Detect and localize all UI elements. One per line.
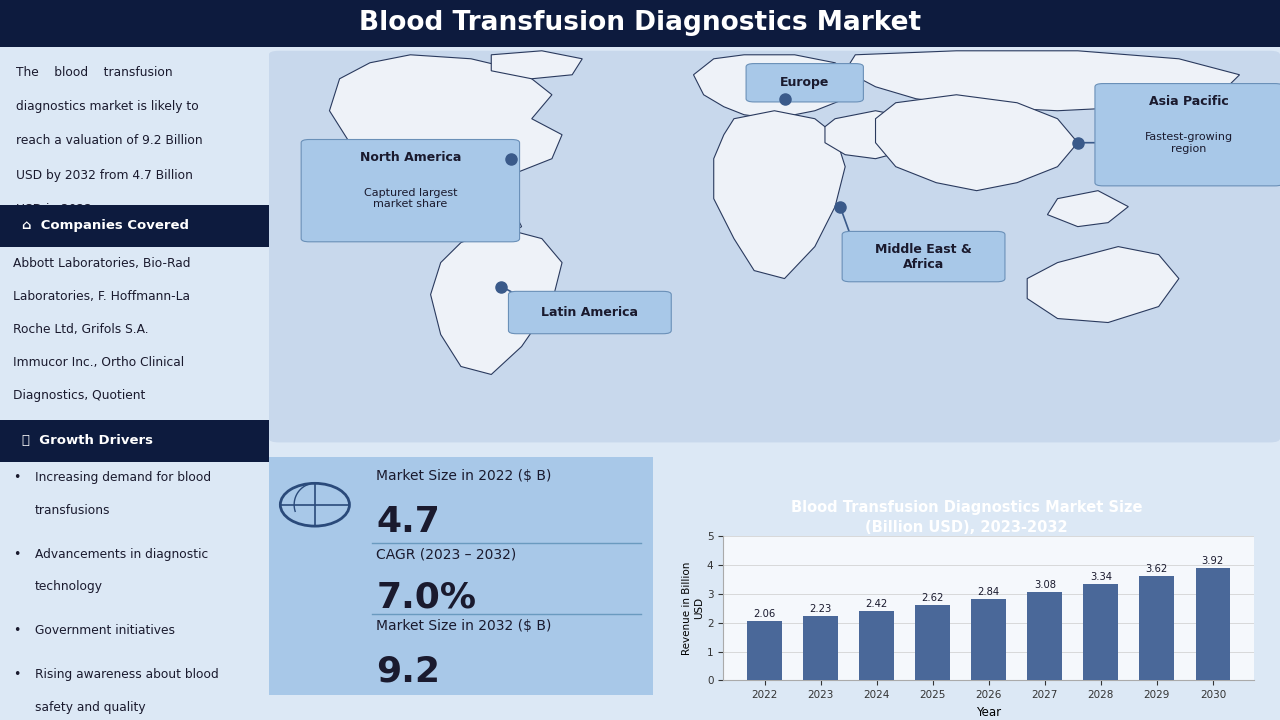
Text: Immucor Inc., Ortho Clinical: Immucor Inc., Ortho Clinical	[14, 356, 184, 369]
Bar	[1028, 592, 1062, 680]
Text: 7.0%: 7.0%	[376, 581, 476, 615]
Text: Captured largest
market share: Captured largest market share	[364, 188, 457, 210]
Bar	[1139, 576, 1174, 680]
Text: Middle East &
Africa: Middle East & Africa	[876, 243, 972, 271]
Text: North America: North America	[360, 150, 461, 163]
Text: Asia Pacific: Asia Pacific	[1149, 95, 1229, 108]
Text: 2.62: 2.62	[922, 593, 943, 603]
Text: 2.23: 2.23	[810, 605, 832, 614]
Text: Limited.: Limited.	[14, 423, 63, 436]
Polygon shape	[329, 55, 562, 227]
Text: technology: technology	[35, 580, 102, 593]
Text: 2.42: 2.42	[865, 599, 888, 609]
Text: ⌂  Companies Covered: ⌂ Companies Covered	[22, 220, 188, 233]
Text: Market Size in 2022 ($ B): Market Size in 2022 ($ B)	[376, 469, 552, 483]
FancyBboxPatch shape	[0, 420, 269, 462]
Polygon shape	[1047, 191, 1129, 227]
FancyBboxPatch shape	[0, 204, 269, 247]
Text: 🔥  Growth Drivers: 🔥 Growth Drivers	[22, 434, 152, 447]
Bar	[859, 611, 895, 680]
Text: Market Size in 2032 ($ B): Market Size in 2032 ($ B)	[376, 618, 552, 633]
FancyBboxPatch shape	[508, 292, 671, 333]
Bar	[972, 598, 1006, 680]
Polygon shape	[492, 51, 582, 78]
Text: Laboratories, F. Hoffmann-La: Laboratories, F. Hoffmann-La	[14, 290, 191, 303]
Bar	[1083, 584, 1119, 680]
Text: CAGR (2023 – 2032): CAGR (2023 – 2032)	[376, 547, 517, 562]
Text: •: •	[14, 548, 20, 561]
FancyBboxPatch shape	[257, 450, 664, 702]
Text: Advancements in diagnostic: Advancements in diagnostic	[35, 548, 209, 561]
Text: 2.84: 2.84	[978, 587, 1000, 597]
FancyBboxPatch shape	[269, 51, 1280, 442]
Y-axis label: Revenue in Billion
USD: Revenue in Billion USD	[682, 562, 704, 655]
Bar	[915, 605, 950, 680]
Text: diagnostics market is likely to: diagnostics market is likely to	[17, 100, 198, 113]
Text: Roche Ltd, Grifols S.A.: Roche Ltd, Grifols S.A.	[14, 323, 148, 336]
Polygon shape	[1119, 103, 1158, 135]
FancyBboxPatch shape	[842, 231, 1005, 282]
Text: USD by 2032 from 4.7 Billion: USD by 2032 from 4.7 Billion	[17, 169, 193, 182]
Polygon shape	[714, 111, 845, 279]
Text: •: •	[14, 624, 20, 637]
Text: Blood Transfusion Diagnostics Market: Blood Transfusion Diagnostics Market	[358, 10, 922, 36]
Text: Fastest-growing
region: Fastest-growing region	[1144, 132, 1233, 153]
Text: 3.08: 3.08	[1034, 580, 1056, 590]
Text: 2.06: 2.06	[754, 609, 776, 619]
Polygon shape	[694, 55, 855, 119]
FancyBboxPatch shape	[746, 63, 864, 102]
Polygon shape	[471, 199, 522, 238]
Polygon shape	[1028, 246, 1179, 323]
FancyBboxPatch shape	[1094, 84, 1280, 186]
Text: •: •	[14, 668, 20, 681]
Polygon shape	[876, 95, 1078, 191]
Text: reach a valuation of 9.2 Billion: reach a valuation of 9.2 Billion	[17, 135, 202, 148]
Text: safety and quality: safety and quality	[35, 701, 146, 714]
Text: USD in 2022.: USD in 2022.	[17, 204, 96, 217]
X-axis label: Year: Year	[977, 706, 1001, 719]
Text: Rising awareness about blood: Rising awareness about blood	[35, 668, 219, 681]
Bar	[748, 621, 782, 680]
Text: Diagnostics, Quotient: Diagnostics, Quotient	[14, 390, 146, 402]
Bar	[1196, 567, 1230, 680]
Polygon shape	[845, 51, 1239, 111]
Text: Blood Transfusion Diagnostics Market Size
(Billion USD), 2023-2032: Blood Transfusion Diagnostics Market Siz…	[791, 500, 1142, 535]
Text: Abbott Laboratories, Bio-Rad: Abbott Laboratories, Bio-Rad	[14, 256, 191, 270]
FancyBboxPatch shape	[301, 140, 520, 242]
Text: Latin America: Latin America	[541, 306, 639, 319]
Text: transfusions: transfusions	[35, 504, 110, 517]
Text: 3.92: 3.92	[1202, 556, 1224, 566]
Text: 4.7: 4.7	[376, 505, 440, 539]
Text: •: •	[14, 472, 20, 485]
Text: Increasing demand for blood: Increasing demand for blood	[35, 472, 211, 485]
Bar	[804, 616, 838, 680]
Polygon shape	[826, 111, 927, 158]
Text: 9.2: 9.2	[376, 654, 440, 688]
Text: 3.34: 3.34	[1089, 572, 1112, 582]
Text: 3.62: 3.62	[1146, 564, 1167, 575]
Polygon shape	[430, 230, 562, 374]
Text: Europe: Europe	[780, 76, 829, 89]
Text: Government initiatives: Government initiatives	[35, 624, 175, 637]
Text: The    blood    transfusion: The blood transfusion	[17, 66, 173, 78]
